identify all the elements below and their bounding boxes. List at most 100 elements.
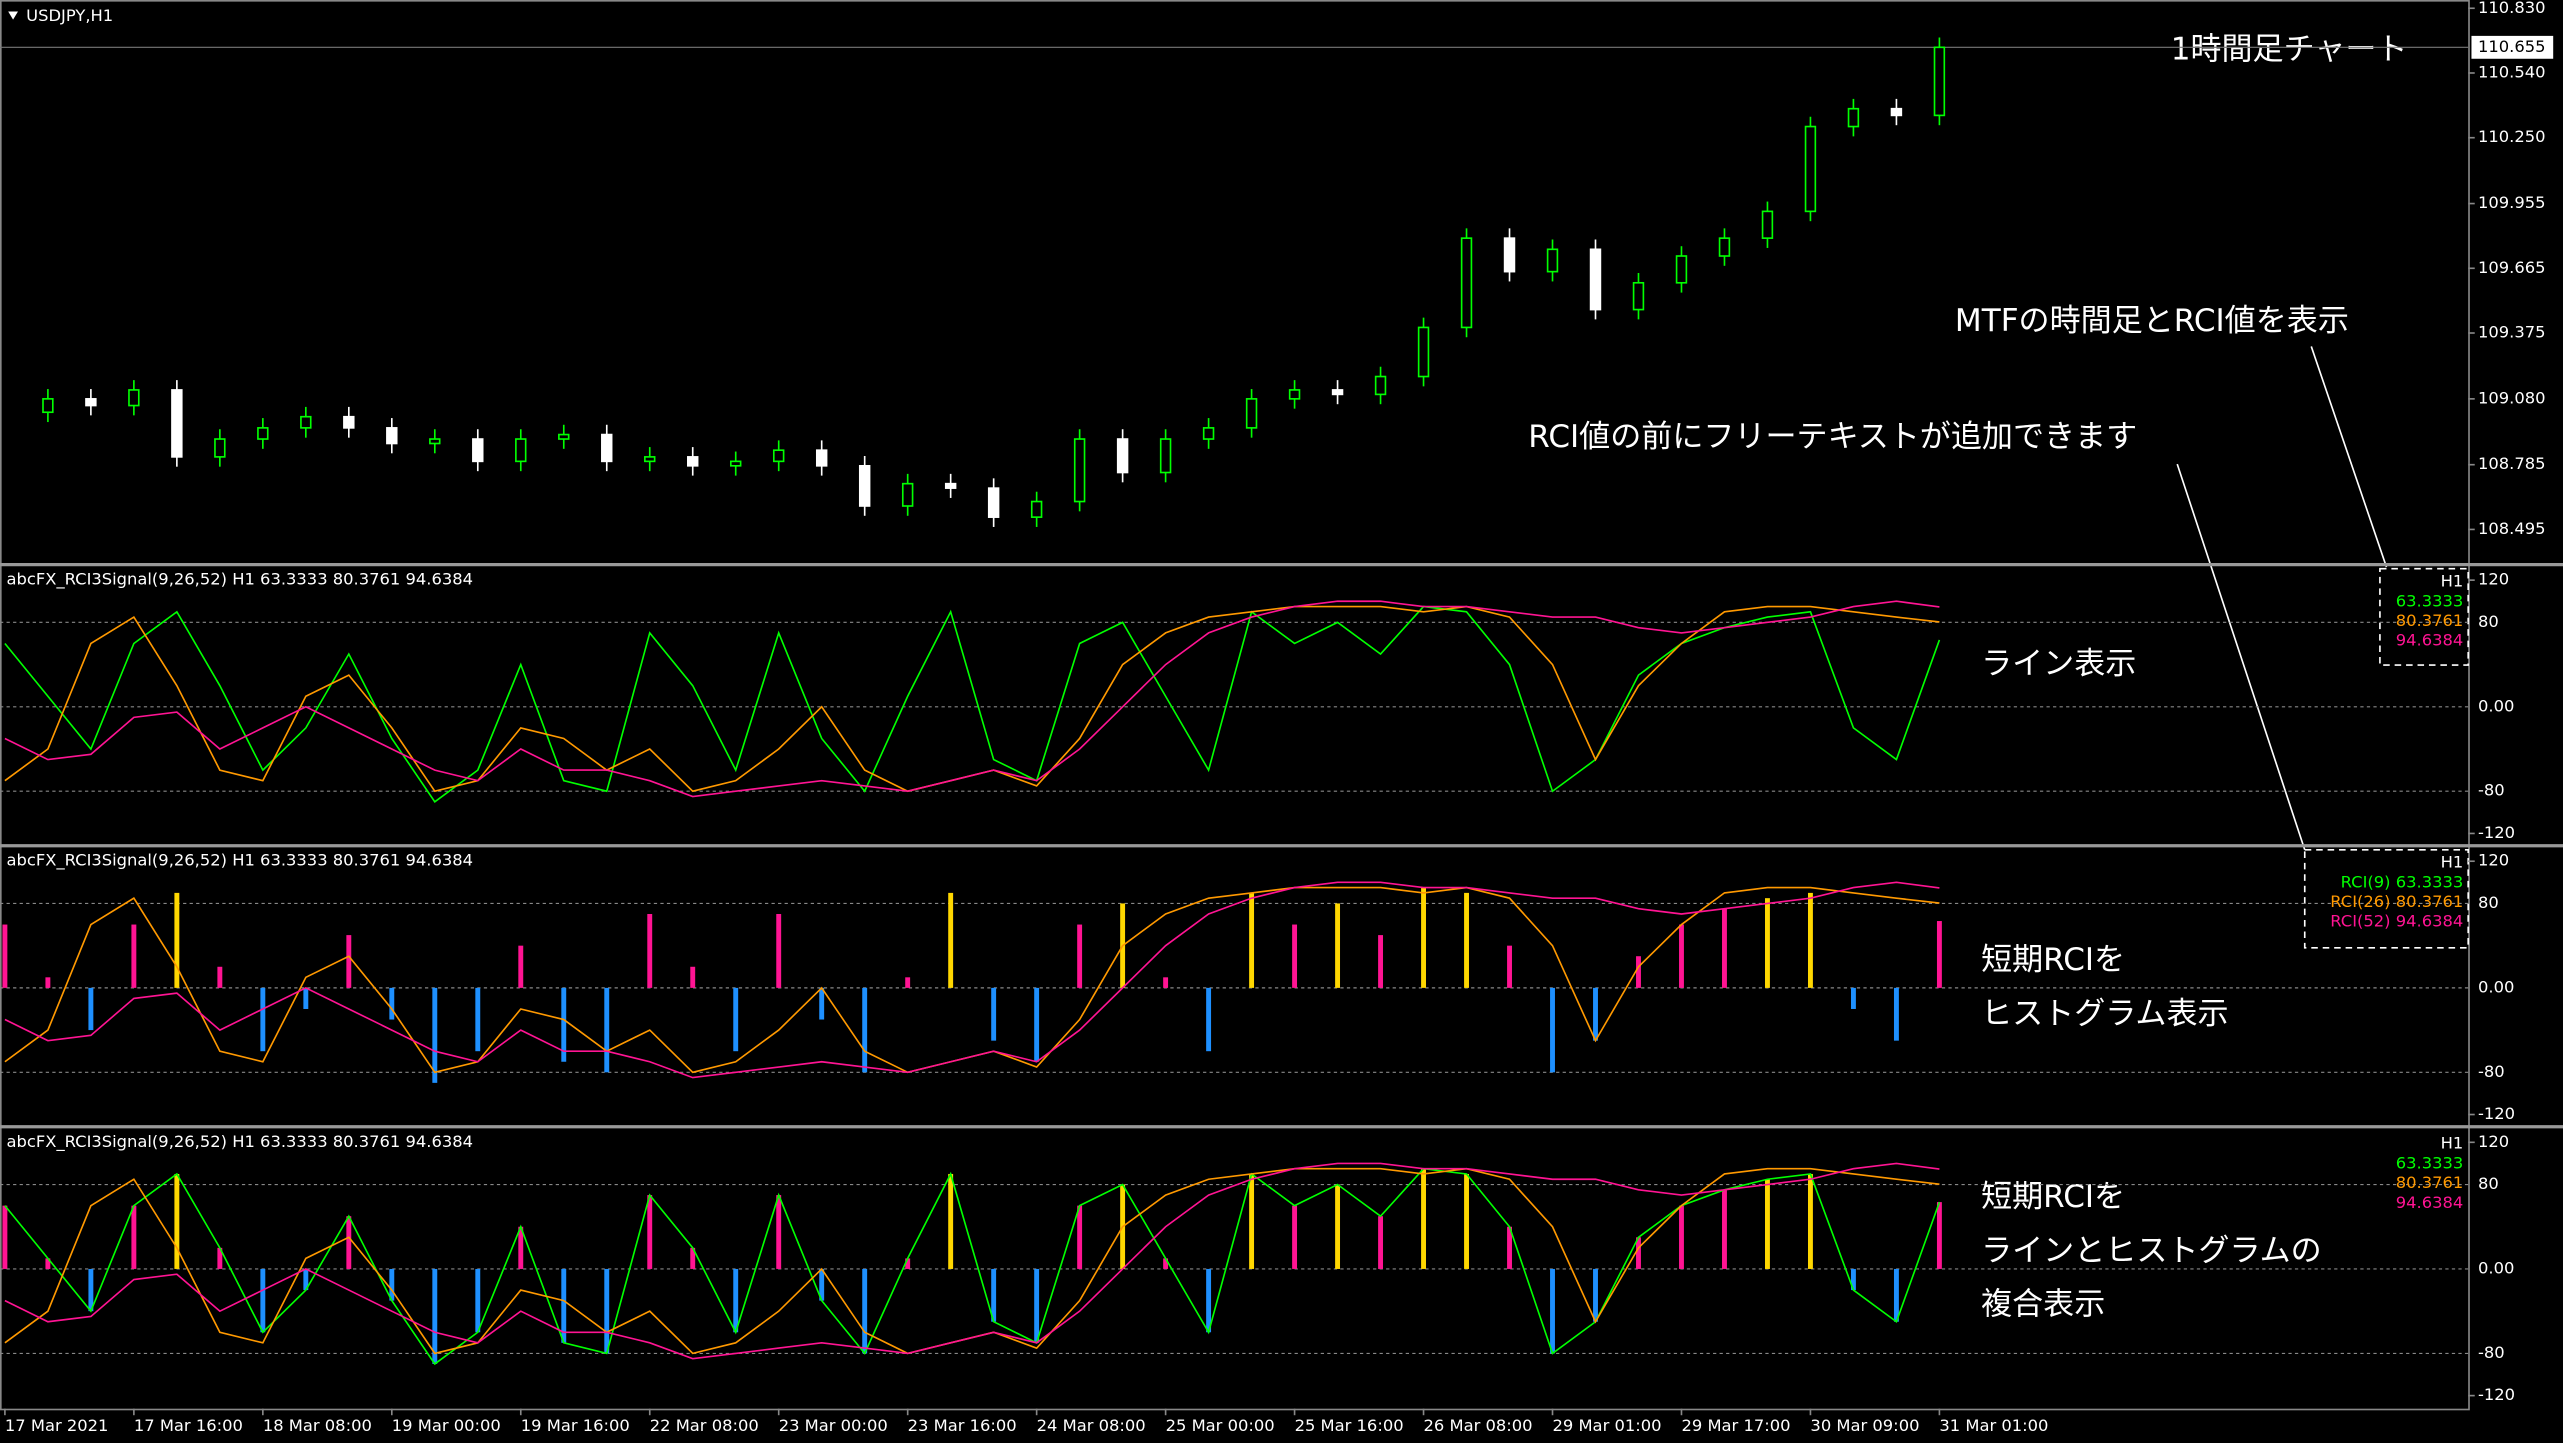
candle (1374, 375, 1387, 396)
candle (1933, 46, 1946, 117)
histogram-bar (1679, 924, 1684, 988)
candle (1159, 438, 1172, 474)
series-name: RCI(52) (2330, 911, 2390, 930)
annotation: RCI値の前にフリーテキストが追加できます (1528, 419, 2137, 455)
y-tick-label: 110.830 (2478, 0, 2546, 17)
histogram-bar (1936, 1202, 1942, 1269)
callout-box (2303, 848, 2470, 949)
histogram-bar (1077, 1205, 1083, 1269)
menu-arrow[interactable] (8, 11, 18, 20)
candle (1546, 248, 1559, 273)
histogram-bar (862, 987, 868, 1073)
candle (1288, 389, 1301, 400)
candle (1460, 237, 1473, 329)
price-label: 110.655 (2478, 37, 2546, 56)
x-tick-label: 31 Mar 01:00 (1939, 1416, 2048, 1435)
histogram-bar (260, 987, 266, 1052)
histogram-bar (1679, 1205, 1684, 1269)
candle (1073, 438, 1086, 503)
candle (772, 449, 785, 463)
series-value: 63.3333 (2396, 591, 2464, 610)
histogram-bar (1249, 892, 1255, 988)
y-tick-label: 0.00 (2478, 696, 2514, 715)
x-tick-label: 25 Mar 00:00 (1166, 1416, 1275, 1435)
histogram-bar (1249, 1173, 1255, 1269)
y-tick-label: -120 (2478, 823, 2515, 842)
candle (987, 487, 1000, 518)
x-tick-label: 19 Mar 16:00 (521, 1416, 630, 1435)
series-name: RCI(9) (2341, 872, 2391, 891)
histogram-bar (432, 1268, 438, 1364)
y-tick-label: -80 (2478, 1062, 2505, 1081)
histogram-bar (88, 1268, 94, 1312)
timeframe-label: H1 (2441, 852, 2464, 871)
annotation: MTFの時間足とRCI値を表示 (1955, 303, 2349, 339)
x-tick-label: 19 Mar 00:00 (392, 1416, 501, 1435)
histogram-bar (1378, 1216, 1384, 1269)
histogram-bar (647, 913, 653, 988)
value-label: 94.6384 (2396, 630, 2464, 649)
x-tick-label: 18 Mar 08:00 (263, 1416, 372, 1435)
histogram-bar (1936, 921, 1942, 988)
candle (644, 456, 656, 463)
value-label: 94.6384 (2396, 1192, 2464, 1211)
rci-line (4, 1162, 1940, 1360)
candle (42, 398, 54, 414)
histogram-bar (604, 1268, 610, 1354)
histogram-bar (690, 1247, 696, 1269)
histogram-bar (561, 1268, 567, 1343)
y-tick-label: -80 (2478, 781, 2505, 800)
candle (858, 464, 871, 507)
y-tick-label: 120 (2478, 570, 2509, 589)
histogram-bar (1850, 987, 1856, 1009)
candle (472, 438, 484, 463)
candle (1030, 500, 1043, 518)
histogram-bar (1765, 1179, 1770, 1269)
x-tick-label: 17 Mar 16:00 (134, 1416, 243, 1435)
symbol-label: USDJPY,H1 (26, 6, 113, 25)
histogram-bar (1421, 887, 1426, 988)
histogram-bar (1077, 924, 1083, 988)
candle (1202, 427, 1215, 440)
candle (687, 456, 699, 467)
histogram-bar (1034, 1268, 1040, 1343)
histogram-bar (346, 1216, 352, 1269)
annotation: ライン表示 (1981, 646, 2136, 682)
annotation: ラインとヒストグラムの (1981, 1233, 2322, 1269)
histogram-bar (991, 1268, 997, 1322)
y-tick-label: 110.540 (2478, 62, 2546, 81)
y-tick-label: 108.495 (2478, 519, 2546, 538)
histogram-bar (905, 1258, 911, 1269)
annotation: 短期RCIを (1981, 942, 2125, 978)
series-value: 63.3333 (2396, 1153, 2464, 1172)
candle (343, 415, 355, 429)
candle (1116, 438, 1129, 474)
y-tick-label: -120 (2478, 1104, 2515, 1123)
histogram-bar (1206, 1268, 1212, 1333)
rci-line (4, 605, 1941, 803)
candle (558, 433, 570, 440)
series-value: 94.6384 (2396, 630, 2464, 649)
value-label: 80.3761 (2396, 610, 2464, 629)
histogram-bar (475, 1268, 481, 1333)
histogram-bar (1850, 1268, 1856, 1291)
histogram-bar (1163, 1258, 1169, 1269)
histogram-bar (518, 1226, 524, 1269)
candle (1804, 125, 1817, 213)
y-tick-label: 109.080 (2478, 388, 2546, 407)
histogram-bar (1378, 935, 1384, 988)
histogram-bar (1034, 987, 1040, 1062)
histogram-bar (1893, 987, 1899, 1041)
y-tick-label: 108.785 (2478, 454, 2546, 473)
histogram-bar (475, 987, 481, 1052)
x-tick-label: 29 Mar 17:00 (1681, 1416, 1790, 1435)
value-label: RCI(26) 80.3761 (2330, 892, 2463, 911)
candle (386, 427, 398, 445)
series-value: 63.3333 (2396, 872, 2464, 891)
x-tick-label: 23 Mar 16:00 (908, 1416, 1017, 1435)
histogram-bar (346, 935, 352, 988)
candle (1331, 389, 1344, 396)
candle (601, 433, 613, 463)
histogram-bar (1765, 898, 1770, 988)
value-label: 80.3761 (2396, 1173, 2464, 1192)
